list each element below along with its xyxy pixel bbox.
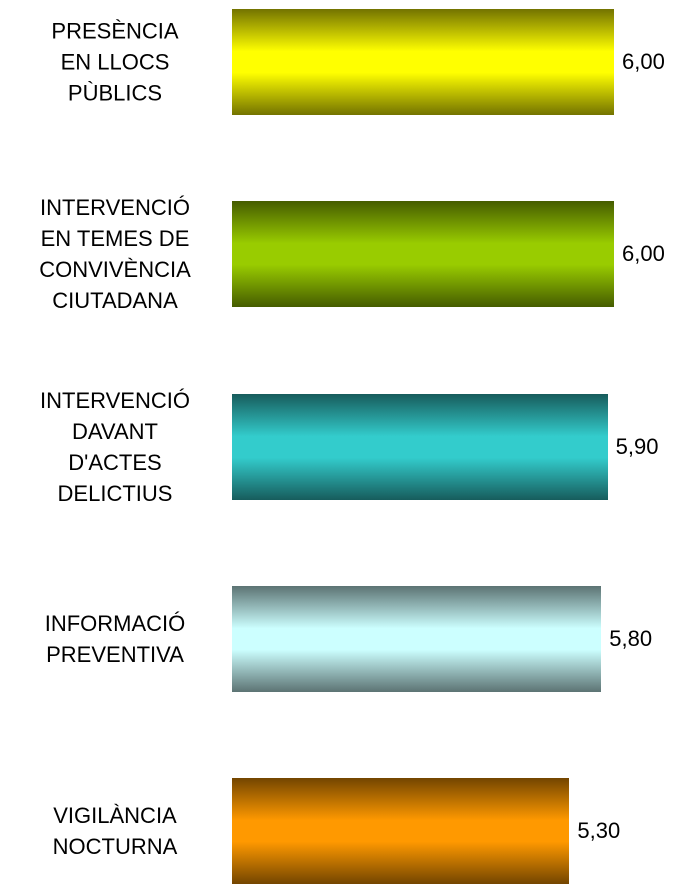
bar [232,201,614,308]
value-label: 5,80 [609,625,653,651]
value-label: 6,00 [622,241,665,267]
value-label: 5,30 [577,818,621,843]
bar [232,9,614,115]
bar [232,393,608,500]
value-label: 5,90 [615,433,659,459]
category-label: INTERVENCIÓ EN TEMES DE CONVIVÈNCIA CIUT… [39,195,191,314]
category-label: PRESÈNCIA EN LLOCS PÙBLICS [51,18,179,106]
bar [232,778,570,884]
category-label: INTERVENCIÓ DAVANT D'ACTES DELICTIUS [40,387,190,506]
bar [232,585,602,692]
category-label: INFORMACIÓ PREVENTIVA [44,610,186,667]
category-label: VIGILÀNCIA NOCTURNA [52,803,178,859]
value-label: 6,00 [622,49,665,74]
